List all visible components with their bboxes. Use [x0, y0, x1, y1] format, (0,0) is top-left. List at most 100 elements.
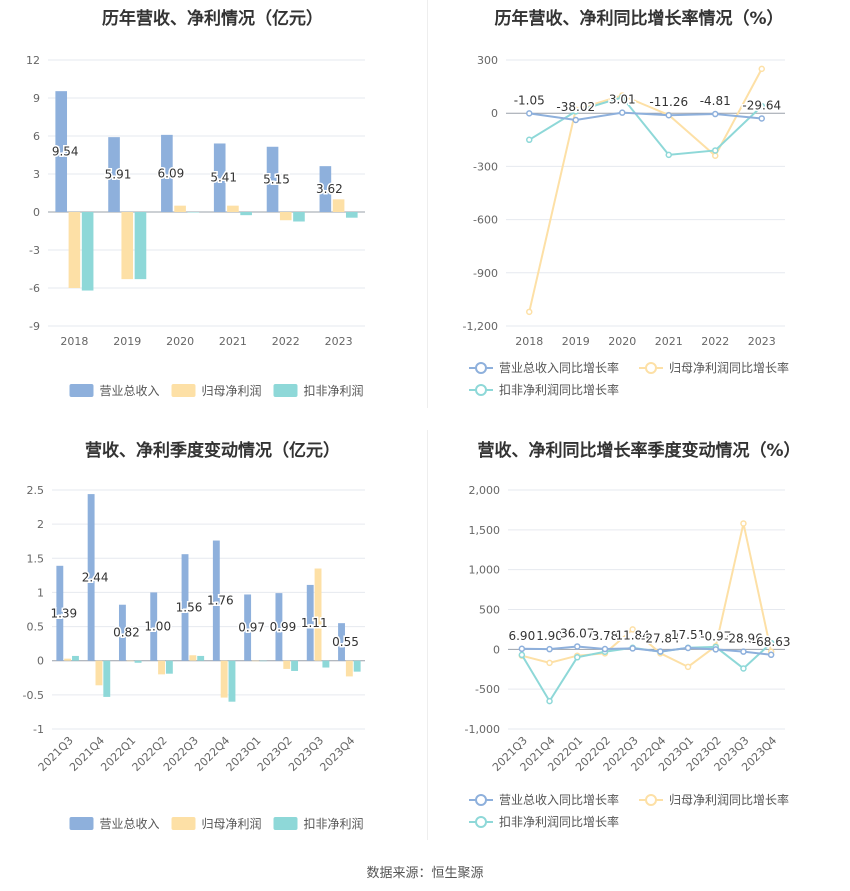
- bar-revenue: [213, 143, 226, 212]
- bar-revenue: [55, 91, 68, 212]
- bar-net: [279, 212, 292, 221]
- y-axis: 12 9 6 3 0 -3 -6 -9: [26, 54, 40, 333]
- chart-svg: 12 9 6 3 0 -3 -6 -9 2018 2019 2020 2021 2022 2023 9.54…: [26, 54, 365, 398]
- legend-item-deducted: 扣非净利润: [273, 817, 364, 831]
- series-revenue: [55, 91, 332, 212]
- bar-deducted: [81, 212, 94, 291]
- legend-swatch-marker: [475, 384, 487, 396]
- x-tick-label: 2022: [272, 335, 300, 348]
- bar-net: [126, 660, 134, 662]
- chart-title: 营收、净利季度变动情况（亿元）: [85, 441, 340, 461]
- bar-net: [95, 660, 103, 686]
- series-revenue: [56, 494, 345, 661]
- legend-label: 扣非净利润同比增长率: [499, 382, 619, 397]
- bar-revenue: [338, 623, 345, 661]
- y-tick-label: 0: [493, 643, 500, 656]
- bar-net: [220, 660, 228, 698]
- series-net: [518, 520, 775, 671]
- series-net: [64, 568, 353, 698]
- x-tick-label: 2023: [325, 335, 353, 348]
- legend-swatch-marker: [645, 362, 657, 374]
- data-labels: -1.05 -38.02 3.01 -11.26 -4.81 -29.64: [512, 91, 782, 115]
- point-revenue: [767, 651, 775, 659]
- data-label: 9.54: [52, 145, 79, 159]
- legend-item-revenue: 营业总收入: [69, 384, 160, 398]
- data-label: -27.84: [641, 632, 680, 646]
- point-net: [740, 520, 747, 527]
- y-tick-label: 1,500: [469, 524, 501, 537]
- bar-deducted: [165, 660, 173, 674]
- legend-swatch: [171, 384, 196, 397]
- legend-item-net: 归母净利润同比增长率: [639, 792, 789, 807]
- x-tick-label: 2023: [748, 335, 776, 348]
- data-labels: 1.39 2.44 0.82 1.00 1.56 1.76 0.97 0.99 1.11 0.55: [49, 569, 360, 651]
- bar-net: [64, 658, 72, 661]
- legend-swatch: [171, 817, 196, 830]
- bar-deducted: [187, 212, 200, 213]
- y-tick-label: 12: [26, 54, 40, 67]
- x-tick-label: 2023Q4: [317, 734, 357, 774]
- bar-net: [332, 199, 345, 212]
- x-tick-label: 2020: [608, 335, 636, 348]
- y-tick-label: 0: [491, 107, 498, 120]
- data-label: 1.56: [176, 600, 203, 614]
- x-axis: 2018 2019 2020 2021 2022 2023: [60, 335, 352, 348]
- bar-revenue: [118, 604, 126, 661]
- data-label: 5.91: [105, 168, 132, 182]
- legend-item-net: 归母净利润: [171, 817, 262, 831]
- series-line-net: [528, 68, 763, 313]
- point-revenue: [629, 645, 636, 652]
- data-label: 6.90: [508, 629, 535, 643]
- data-label: 3.01: [609, 93, 636, 107]
- y-tick-label: 1: [37, 586, 44, 599]
- bar-deducted: [103, 660, 111, 697]
- legend-swatch-marker: [475, 816, 487, 828]
- point-net: [526, 308, 533, 316]
- data-label: -4.81: [700, 94, 731, 108]
- legend-label: 归母净利润: [202, 817, 262, 831]
- gridlines: [48, 59, 365, 327]
- point-deducted: [619, 93, 626, 101]
- series-deducted: [72, 655, 361, 702]
- legend-swatch-marker: [645, 794, 657, 806]
- data-label: 0.82: [113, 626, 140, 640]
- bar-net: [121, 212, 134, 280]
- legend-label: 营业总收入: [100, 817, 160, 831]
- legend-item-net: 归母净利润: [171, 384, 262, 398]
- bar-net: [252, 660, 259, 662]
- point-deducted: [572, 108, 579, 115]
- bar-deducted: [322, 660, 330, 668]
- y-tick-label: -600: [473, 214, 498, 227]
- chart-svg: 2.5 2 1.5 1 0.5 0 -0.5 -12021Q32021Q42022Q12022…: [23, 484, 365, 831]
- point-deducted: [665, 151, 672, 159]
- data-label: 6.09: [158, 166, 185, 180]
- bar-revenue: [306, 584, 314, 661]
- bar-revenue: [266, 146, 279, 212]
- legend-item-net: 归母净利润同比增长率: [639, 360, 789, 375]
- point-deducted: [546, 697, 553, 705]
- series-revenue: [518, 643, 775, 659]
- point-deducted: [740, 665, 747, 672]
- chart-title: 历年营收、净利同比增长率情况（%）: [494, 9, 784, 29]
- point-revenue: [740, 648, 747, 655]
- data-label: 11.84: [615, 628, 649, 642]
- point-revenue: [546, 645, 553, 653]
- bar-revenue: [150, 592, 158, 661]
- legend: 营业总收入 归母净利润 扣非净利润: [69, 384, 364, 398]
- legend: 营业总收入 归母净利润 扣非净利润: [69, 817, 364, 831]
- chart-title: 营收、净利同比增长率季度变动情况（%）: [477, 441, 801, 461]
- point-revenue: [526, 110, 533, 117]
- annual-amount-panel: 历年营收、净利情况（亿元） 12 9 6 3 0 -3 -6 -9 2018 2019 2020 20…: [0, 0, 425, 410]
- y-tick-label: -0.5: [23, 689, 44, 702]
- y-axis: 2,000 1,500 1,000 500 0 -500 -1,000: [465, 484, 500, 736]
- point-revenue: [684, 644, 692, 652]
- data-label: -38.02: [556, 100, 595, 114]
- bar-deducted: [72, 655, 79, 661]
- x-tick-label: 2020: [166, 335, 194, 348]
- x-tick-label: 2021: [655, 335, 683, 348]
- series-deducted: [81, 212, 358, 291]
- bar-revenue: [108, 137, 120, 212]
- bar-net: [283, 660, 291, 669]
- data-label: 0.55: [332, 635, 359, 649]
- legend-swatch: [273, 384, 298, 397]
